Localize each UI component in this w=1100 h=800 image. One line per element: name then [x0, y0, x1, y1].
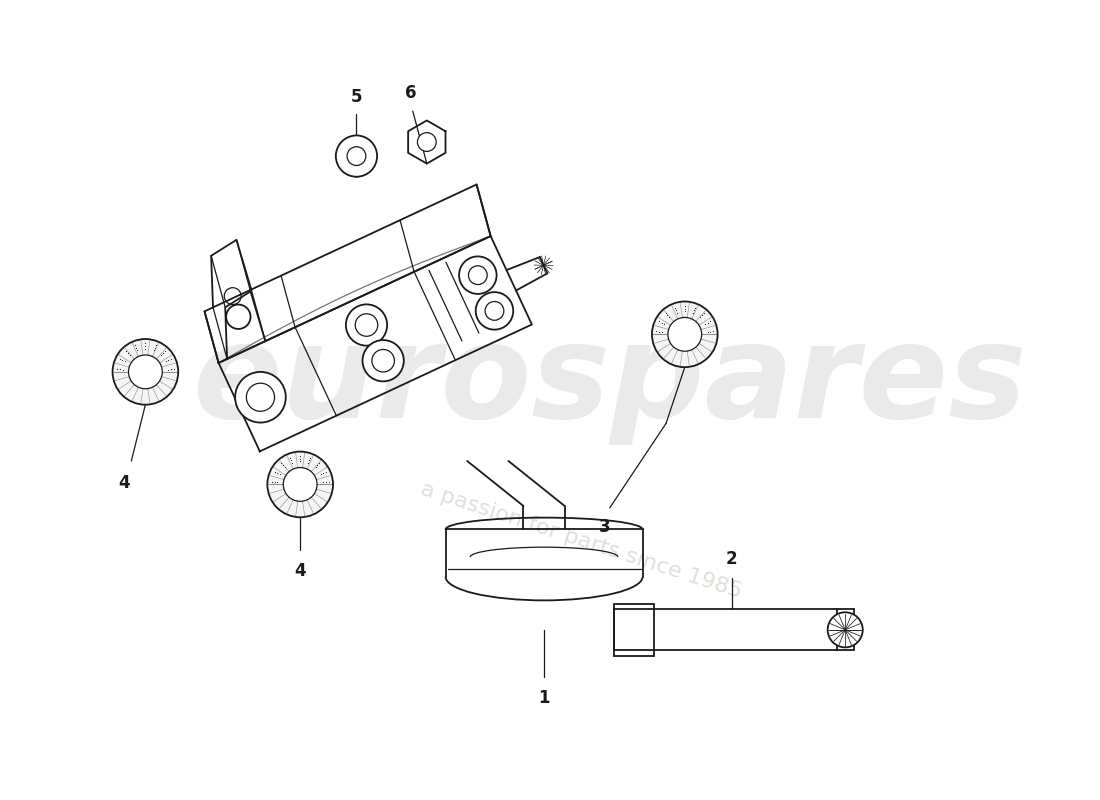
Text: a passion for parts since 1985: a passion for parts since 1985	[418, 479, 745, 602]
Text: 4: 4	[295, 562, 306, 580]
Polygon shape	[408, 121, 446, 164]
Circle shape	[129, 355, 163, 389]
Text: 4: 4	[118, 474, 130, 491]
Circle shape	[246, 383, 275, 411]
Circle shape	[235, 372, 286, 422]
Circle shape	[355, 314, 377, 336]
Circle shape	[668, 318, 702, 351]
Circle shape	[417, 133, 437, 151]
Circle shape	[112, 339, 178, 405]
Circle shape	[348, 146, 366, 166]
Circle shape	[485, 302, 504, 320]
Circle shape	[336, 135, 377, 177]
Text: 5: 5	[351, 88, 362, 106]
Text: 2: 2	[726, 550, 737, 569]
Circle shape	[284, 467, 317, 502]
Text: 6: 6	[405, 84, 417, 102]
Text: 3: 3	[600, 518, 610, 536]
Text: 1: 1	[538, 690, 550, 707]
Circle shape	[345, 304, 387, 346]
Circle shape	[827, 612, 862, 647]
Circle shape	[227, 305, 251, 329]
Text: eurospares: eurospares	[192, 318, 1027, 445]
Circle shape	[372, 350, 395, 372]
Circle shape	[459, 257, 496, 294]
Circle shape	[363, 340, 404, 382]
Circle shape	[469, 266, 487, 285]
Circle shape	[267, 451, 333, 518]
Circle shape	[652, 302, 717, 367]
Circle shape	[475, 292, 514, 330]
